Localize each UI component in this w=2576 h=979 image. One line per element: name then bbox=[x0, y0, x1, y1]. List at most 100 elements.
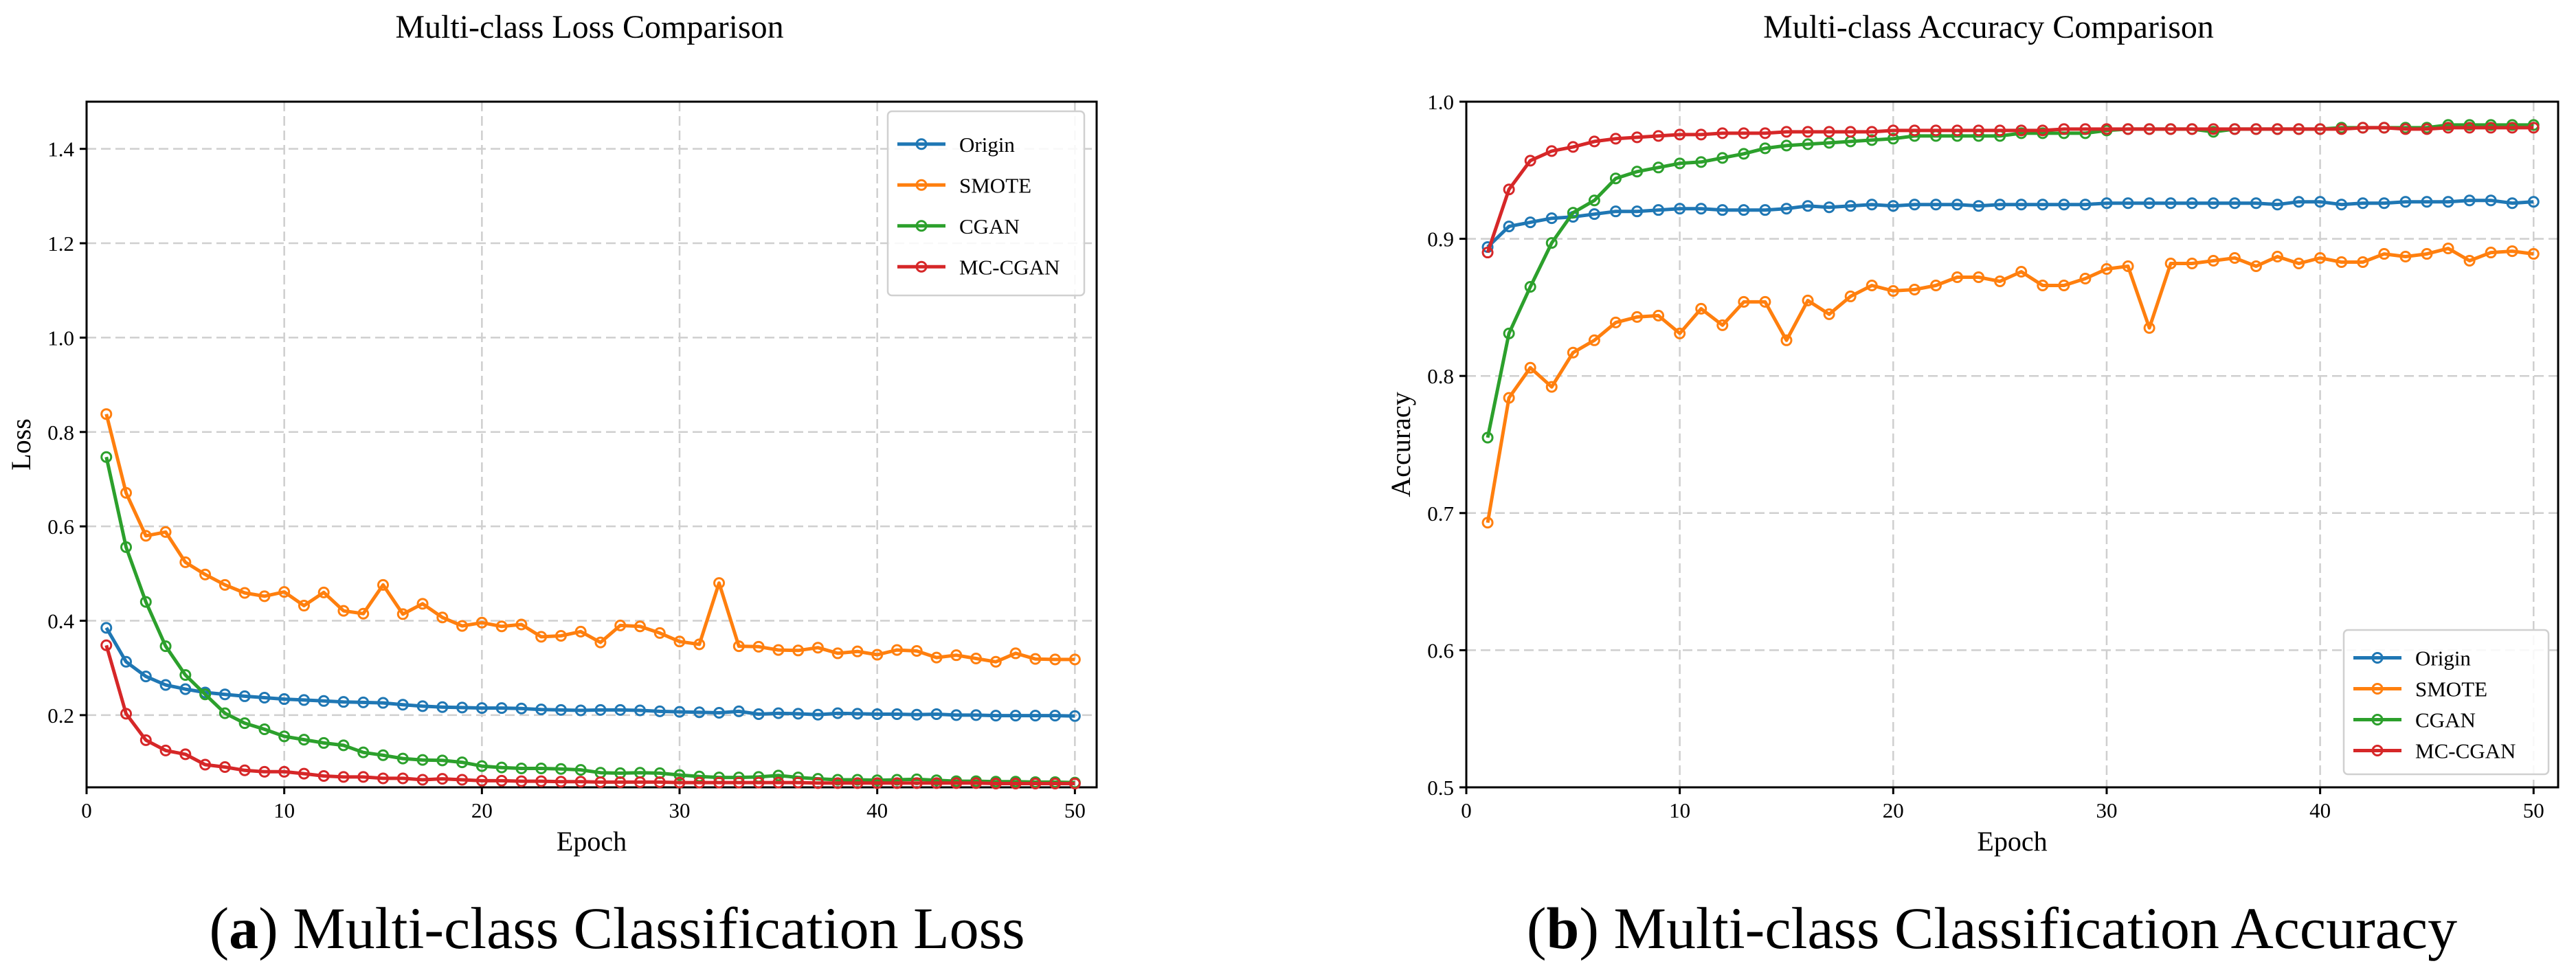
loss-point-mc-cgan bbox=[298, 767, 310, 780]
loss-point-origin bbox=[258, 691, 271, 704]
loss-point-origin bbox=[1049, 710, 1062, 722]
loss-point-origin bbox=[831, 707, 844, 719]
loss-line-mc-cgan bbox=[104, 644, 1075, 785]
loss-point-mc-cgan bbox=[732, 776, 745, 789]
accuracy-point-smote bbox=[1973, 271, 1985, 283]
accuracy-point-cgan bbox=[1653, 161, 1665, 174]
accuracy-point-origin bbox=[1866, 199, 1878, 211]
loss-point-smote bbox=[713, 577, 726, 589]
accuracy-y-tick-label: 0.7 bbox=[1427, 502, 1454, 526]
loss-point-smote bbox=[871, 649, 884, 661]
accuracy-line-mc-cgan bbox=[1486, 126, 2534, 254]
accuracy-point-origin bbox=[1759, 204, 1771, 216]
loss-legend-marker-mc-cgan bbox=[915, 260, 928, 273]
loss-chart: Multi-class Loss Comparison 0 10 20 30 40 50 0.… bbox=[5, 9, 1098, 857]
loss-point-mc-cgan bbox=[930, 777, 943, 789]
loss-point-mc-cgan bbox=[772, 776, 785, 789]
accuracy-point-smote bbox=[2207, 255, 2219, 267]
loss-point-smote bbox=[1068, 653, 1081, 666]
accuracy-point-origin bbox=[1631, 205, 1644, 218]
accuracy-point-origin bbox=[2015, 199, 2028, 211]
loss-y-tick-label: 1.0 bbox=[47, 326, 74, 350]
accuracy-point-mc-cgan bbox=[2463, 122, 2476, 134]
accuracy-point-cgan bbox=[1481, 431, 1494, 444]
loss-point-origin bbox=[337, 696, 350, 708]
loss-point-origin bbox=[416, 700, 429, 712]
accuracy-legend-label-smote: SMOTE bbox=[2415, 677, 2487, 701]
accuracy-point-smote bbox=[2293, 258, 2305, 270]
accuracy-point-cgan bbox=[1609, 172, 1622, 185]
loss-point-mc-cgan bbox=[574, 776, 587, 788]
accuracy-point-smote bbox=[2101, 263, 2113, 275]
loss-point-cgan bbox=[515, 763, 528, 775]
loss-line-cgan bbox=[104, 456, 1075, 785]
loss-x-tick-label: 0 bbox=[81, 798, 92, 822]
accuracy-point-smote bbox=[1716, 319, 1729, 331]
accuracy-point-mc-cgan bbox=[1545, 145, 1558, 157]
loss-y-tick-label: 1.2 bbox=[47, 232, 74, 256]
accuracy-line-smote bbox=[1486, 247, 2534, 524]
accuracy-point-origin bbox=[1994, 199, 2006, 211]
loss-legend-marker-smote bbox=[915, 179, 928, 191]
loss-point-origin bbox=[475, 702, 488, 714]
accuracy-point-smote bbox=[2314, 252, 2327, 265]
loss-point-cgan bbox=[555, 763, 567, 775]
loss-point-origin bbox=[693, 706, 706, 719]
loss-point-smote bbox=[298, 600, 310, 612]
loss-point-origin bbox=[989, 710, 1002, 722]
loss-point-smote bbox=[219, 578, 231, 591]
loss-point-mc-cgan bbox=[456, 774, 469, 786]
accuracy-point-smote bbox=[1908, 283, 1920, 295]
loss-point-smote bbox=[891, 644, 903, 656]
loss-point-cgan bbox=[535, 763, 548, 775]
accuracy-point-cgan bbox=[1823, 137, 1835, 149]
loss-point-cgan bbox=[100, 451, 113, 463]
loss-point-origin bbox=[436, 701, 449, 713]
loss-point-mc-cgan bbox=[653, 776, 666, 788]
loss-point-origin bbox=[535, 704, 548, 716]
loss-point-origin bbox=[377, 697, 390, 709]
accuracy-x-tick-label: 50 bbox=[2523, 798, 2544, 822]
loss-point-origin bbox=[574, 704, 587, 717]
accuracy-legend-label-origin: Origin bbox=[2415, 646, 2471, 671]
loss-point-smote bbox=[653, 627, 666, 639]
accuracy-point-mc-cgan bbox=[1780, 126, 1793, 138]
loss-point-origin bbox=[317, 695, 330, 707]
loss-point-mc-cgan bbox=[515, 775, 528, 787]
loss-point-cgan bbox=[258, 723, 271, 736]
accuracy-point-origin bbox=[1802, 200, 1814, 212]
loss-point-smote bbox=[752, 640, 765, 653]
loss-y-tick-label: 0.8 bbox=[47, 420, 74, 445]
loss-point-smote bbox=[238, 587, 251, 599]
loss-point-origin bbox=[357, 696, 370, 708]
accuracy-point-cgan bbox=[1503, 327, 1515, 339]
accuracy-point-smote bbox=[1951, 271, 1964, 283]
loss-point-smote bbox=[436, 611, 449, 624]
loss-point-smote bbox=[337, 605, 350, 617]
accuracy-point-smote bbox=[2058, 279, 2070, 291]
loss-point-origin bbox=[673, 706, 686, 718]
accuracy-point-origin bbox=[2101, 197, 2113, 210]
accuracy-point-cgan bbox=[1674, 157, 1686, 170]
accuracy-point-smote bbox=[1887, 284, 1899, 297]
caption-accuracy-prefix: ( bbox=[1527, 895, 1547, 961]
loss-point-origin bbox=[614, 704, 627, 716]
accuracy-point-smote bbox=[1802, 294, 1814, 306]
loss-point-origin bbox=[851, 708, 864, 720]
accuracy-x-axis-label: Epoch bbox=[1977, 826, 2047, 857]
accuracy-point-mc-cgan bbox=[1716, 127, 1729, 139]
accuracy-point-smote bbox=[1545, 381, 1558, 393]
accuracy-plot-frame bbox=[1465, 100, 2560, 789]
accuracy-point-origin bbox=[1738, 204, 1750, 216]
accuracy-point-origin bbox=[1887, 200, 1899, 212]
loss-point-origin bbox=[752, 708, 765, 721]
loss-point-mc-cgan bbox=[555, 776, 567, 788]
accuracy-point-mc-cgan bbox=[1844, 126, 1857, 138]
loss-point-smote bbox=[693, 638, 706, 651]
accuracy-point-mc-cgan bbox=[2015, 124, 2028, 137]
loss-point-smote bbox=[614, 619, 627, 631]
accuracy-point-mc-cgan bbox=[2378, 122, 2390, 134]
loss-point-mc-cgan bbox=[831, 777, 844, 789]
loss-point-origin bbox=[139, 671, 152, 683]
accuracy-point-smote bbox=[2228, 252, 2241, 265]
